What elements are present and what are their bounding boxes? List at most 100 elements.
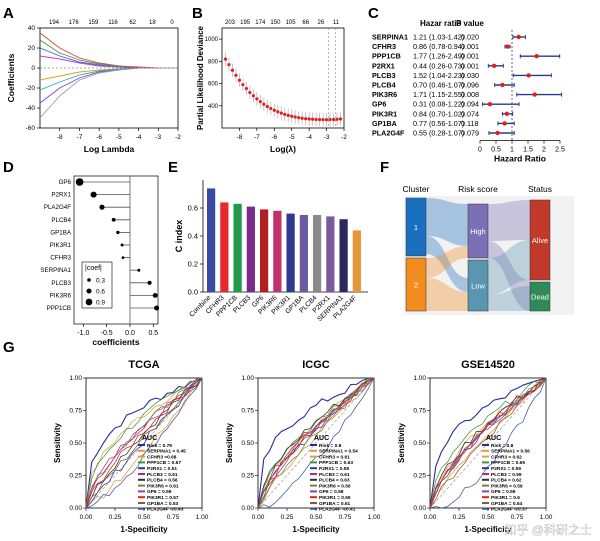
a-y-tick-label: -60 (26, 125, 36, 132)
panel-d-coefficient-lollipop: GP6 P2RX1 PLA2G4F PLCB4 GP1BA PIK3R1 CFHR3 SERP… (40, 175, 160, 347)
d-x-tick-label: 0.5 (148, 330, 158, 337)
c-hr-point (487, 102, 493, 107)
g-y-tick-label: 0.25 (241, 473, 254, 480)
panel-letter-e: E (168, 159, 178, 176)
g-legend-label: GP1BA = 0.61 (319, 501, 350, 507)
g-legend-label: PLCB3 = 0.61 (319, 472, 350, 478)
panel-a-lasso-coefficients: -8 -7 -6 -5 -4 -3 -2 -60 -40 -20 0 20 40 194 176 159 116… (6, 20, 181, 154)
a-y-label: Coefficients (6, 53, 16, 102)
c-p-value: 0.001 (461, 61, 479, 70)
c-hr-point (502, 121, 507, 126)
a-y-tick-label: -40 (26, 105, 36, 112)
g-roc-curve (85, 377, 203, 509)
g-legend-label: SERPINA1 = 0.54 (319, 449, 358, 455)
g-y-tick-label: 0.75 (241, 408, 254, 415)
c-hr-text: 0.44 (0.26-0.73) (413, 61, 464, 70)
c-hr-text: 0.77 (0.56-1.07) (413, 119, 464, 128)
b-point (248, 90, 252, 95)
d-legend-label: 0.9 (96, 300, 105, 307)
b-point (297, 116, 301, 120)
b-point (272, 108, 276, 112)
b-y-tick-label: 1000 (205, 37, 219, 43)
g-roc-curve (257, 377, 375, 509)
g-panel-title: GSE14520 (461, 359, 515, 371)
b-top-label: 26 (318, 20, 325, 26)
d-x-tick-label: -0.5 (101, 330, 113, 337)
d-dot (116, 230, 120, 235)
b-top-label: 105 (286, 20, 297, 26)
c-hr-point (532, 92, 537, 97)
b-y-label: Partial Likelihood Deviance (196, 25, 205, 130)
g-legend-label: PLCB4 = 0.62 (491, 478, 522, 484)
g-legend-label: SERPINA1 = 0.45 (147, 449, 186, 455)
e-y-tick-label: 0.0 (188, 288, 198, 297)
c-x-label: Hazard Ratio (494, 154, 546, 164)
e-y-tick-label: 0.4 (188, 232, 198, 241)
e-bar (286, 213, 295, 292)
c-x-tick-label: 1.5 (523, 147, 533, 154)
g-legend-label: P2RX1 = 0.59 (491, 466, 521, 472)
b-point (290, 114, 294, 118)
b-x-tick-label: -8 (237, 134, 243, 141)
g-legend-label: CFHR3 =0.68 (147, 454, 177, 460)
g-roc-curve (257, 377, 375, 509)
a-top-label: 62 (129, 20, 136, 26)
e-y-label: C index (174, 220, 184, 253)
a-coef-path (39, 55, 178, 69)
a-coef-path (39, 67, 178, 119)
g-roc-curve (85, 377, 203, 509)
panel-f-sankey: Cluster Risk score Status 1 2 High Low Alive Dea… (403, 184, 574, 315)
g-legend-label: PLCB3 = 0.59 (491, 472, 522, 478)
g-roc-curve (257, 377, 375, 509)
g-legend-title: AUC (142, 435, 157, 442)
b-point (255, 97, 259, 101)
c-x-tick-label: 0.5 (491, 147, 501, 154)
d-gene-label: PLA2G4F (44, 204, 71, 211)
b-top-label: 150 (270, 20, 281, 26)
d-frame (73, 175, 159, 325)
a-y-tick-label: 0 (31, 65, 35, 72)
b-point (283, 112, 287, 116)
c-p-value: 0.118 (461, 119, 478, 128)
e-y-tick-label: 0.2 (188, 260, 198, 269)
g-y-tick-label: 0.75 (69, 408, 82, 415)
g-y-tick-label: 0.00 (413, 505, 426, 512)
g-legend-label: CFHR3 = 0.62 (491, 454, 522, 460)
g-roc-curve (257, 377, 375, 509)
g-legend-label: PLA2G4F = 0.43 (147, 507, 184, 513)
e-bar (273, 210, 282, 292)
c-x-tick-label: 0 (478, 147, 482, 154)
g-roc-curve (429, 377, 547, 509)
b-point (262, 102, 266, 106)
f-node-high (467, 203, 489, 259)
b-point (276, 110, 280, 114)
b-top-label: 66 (302, 20, 309, 26)
c-gene-label: PIK3R1 (372, 109, 397, 118)
c-p-value: 0.030 (461, 71, 479, 80)
f-node-label: 2 (414, 281, 418, 290)
c-hr-point (516, 34, 521, 40)
g-panel-title: TCGA (128, 359, 159, 371)
d-gene-label: PLCB4 (51, 217, 71, 224)
c-gene-label: PLA2G4F (372, 129, 405, 138)
g-y-label: Sensitivity (397, 422, 406, 463)
c-hr-point (491, 63, 497, 68)
g-legend-label: P2RX1 = 0.58 (319, 466, 349, 472)
a-top-label: 18 (149, 20, 156, 26)
b-point (234, 73, 238, 77)
d-x-tick-label: 0.0 (125, 330, 135, 337)
g-roc-curve (85, 377, 203, 509)
g-roc-curve (85, 377, 203, 509)
g-x-tick-label: 0.00 (424, 514, 437, 521)
b-point (335, 117, 339, 121)
f-flow-band (426, 278, 468, 311)
c-x-tick-label: 1 (510, 147, 514, 154)
d-legend-dot (87, 278, 91, 282)
a-top-label: 194 (49, 20, 60, 26)
d-dot (152, 292, 158, 298)
c-col-header-p: P value (456, 19, 484, 28)
g-legend-label: PPP1CB = 0.63 (319, 460, 353, 466)
b-point (241, 83, 245, 87)
c-p-value: 0.020 (461, 33, 479, 42)
g-x-tick-label: 0.00 (252, 514, 265, 521)
